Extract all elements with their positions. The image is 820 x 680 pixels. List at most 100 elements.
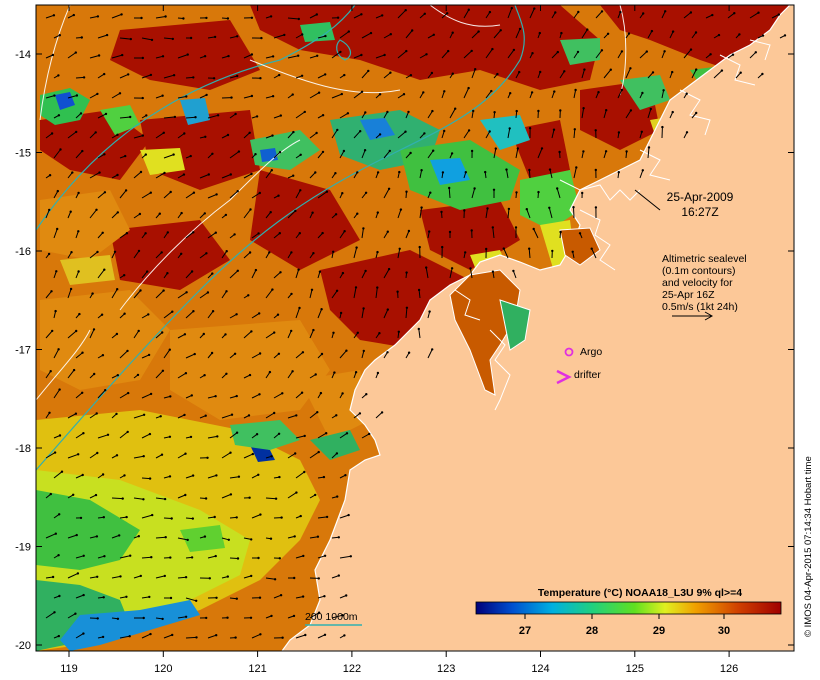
velocity-arrowhead: [515, 109, 518, 113]
velocity-arrowhead: [104, 389, 107, 392]
velocity-arrowhead: [192, 310, 195, 313]
velocity-arrows: [45, 6, 787, 639]
velocity-arrow: [418, 289, 421, 299]
velocity-arrowhead: [346, 112, 350, 115]
velocity-arrow: [53, 228, 58, 239]
velocity-arrowhead: [54, 532, 57, 535]
velocity-arrowhead: [378, 133, 382, 136]
velocity-arrow: [427, 349, 433, 359]
velocity-arrowhead: [662, 89, 665, 92]
velocity-arrow: [603, 69, 612, 79]
velocity-arrowhead: [75, 533, 78, 537]
velocity-arrowhead: [91, 292, 94, 295]
velocity-arrowhead: [360, 53, 363, 57]
velocity-arrowhead: [430, 71, 434, 75]
velocity-arrowhead: [486, 207, 489, 210]
velocity-arrowhead: [236, 269, 239, 272]
velocity-arrow: [573, 207, 575, 219]
velocity-arrowhead: [184, 615, 188, 618]
velocity-arrowhead: [423, 132, 426, 135]
velocity-arrow: [683, 49, 692, 59]
velocity-arrowhead: [443, 90, 446, 93]
velocity-arrowhead: [378, 93, 382, 96]
velocity-arrowhead: [297, 17, 300, 21]
velocity-arrow: [141, 433, 151, 439]
x-tick-label: 123: [437, 663, 455, 675]
velocity-arrowhead: [190, 394, 193, 397]
velocity-arrow: [45, 452, 56, 459]
velocity-arrow: [485, 48, 493, 59]
velocity-arrowhead: [75, 94, 79, 97]
velocity-arrow: [243, 132, 251, 139]
velocity-arrowhead: [101, 473, 105, 476]
velocity-arrowhead: [50, 132, 54, 135]
velocity-arrow: [185, 310, 194, 319]
velocity-arrow: [221, 250, 228, 259]
velocity-arrow: [661, 90, 665, 99]
velocity-arrow: [533, 228, 539, 239]
velocity-arrowhead: [388, 149, 391, 153]
velocity-arrow: [89, 172, 100, 179]
velocity-arrowhead: [101, 231, 104, 234]
velocity-arrow: [265, 169, 273, 179]
velocity-arrow: [53, 190, 59, 199]
velocity-arrow: [331, 575, 339, 579]
velocity-arrow: [427, 150, 434, 159]
velocity-arrowhead: [49, 492, 52, 496]
velocity-arrow: [97, 34, 108, 39]
velocity-arrowhead: [528, 247, 531, 250]
velocity-arrow: [45, 14, 55, 19]
velocity-arrowhead: [294, 209, 297, 213]
velocity-arrowhead: [273, 578, 277, 581]
velocity-arrow: [471, 69, 476, 79]
velocity-arrowhead: [325, 190, 329, 193]
altimetry-line-2: (0.1m contours): [662, 265, 736, 277]
velocity-arrow: [727, 12, 735, 19]
velocity-arrowhead: [364, 191, 368, 194]
velocity-arrowhead: [138, 212, 142, 216]
velocity-arrowhead: [336, 495, 339, 498]
velocity-arrowhead: [192, 231, 195, 234]
velocity-arrow: [207, 435, 218, 439]
velocity-arrowhead: [141, 96, 144, 100]
velocity-arrowhead: [236, 35, 239, 38]
velocity-arrowhead: [163, 574, 166, 578]
velocity-arrowhead: [250, 16, 254, 19]
velocity-arrowhead: [386, 230, 389, 233]
velocity-arrow: [265, 412, 275, 419]
velocity-arrowhead: [57, 554, 60, 557]
velocity-arrowhead: [339, 311, 343, 315]
velocity-arrow: [317, 35, 326, 39]
velocity-arrowhead: [508, 127, 511, 130]
velocity-arrowhead: [324, 73, 327, 76]
velocity-arrow: [397, 131, 406, 139]
velocity-arrowhead: [139, 289, 142, 292]
velocity-arrowhead: [258, 596, 262, 599]
velocity-arrowhead: [467, 129, 471, 132]
velocity-arrow: [163, 191, 172, 199]
velocity-arrowhead: [757, 11, 760, 14]
velocity-arrow: [265, 289, 273, 299]
velocity-arrow: [251, 232, 259, 239]
velocity-arrowhead: [141, 56, 144, 60]
velocity-arrow: [207, 232, 217, 239]
velocity-arrow: [119, 116, 131, 119]
velocity-arrowhead: [733, 12, 736, 15]
velocity-arrowhead: [651, 71, 655, 74]
velocity-arrow: [405, 307, 408, 319]
velocity-arrow: [67, 572, 79, 579]
velocity-arrowhead: [250, 172, 253, 176]
velocity-arrow: [463, 50, 473, 59]
velocity-arrowhead: [685, 92, 688, 95]
velocity-arrowhead: [343, 73, 346, 77]
velocity-arrow: [111, 54, 123, 59]
velocity-arrowhead: [301, 351, 305, 354]
velocity-arrowhead: [606, 32, 610, 35]
velocity-arrowhead: [345, 594, 348, 597]
velocity-arrowhead: [629, 67, 632, 70]
velocity-arrowhead: [378, 332, 381, 335]
velocity-arrowhead: [470, 229, 473, 232]
velocity-arrowhead: [250, 53, 254, 56]
velocity-arrowhead: [77, 191, 80, 195]
velocity-arrow: [229, 432, 238, 439]
